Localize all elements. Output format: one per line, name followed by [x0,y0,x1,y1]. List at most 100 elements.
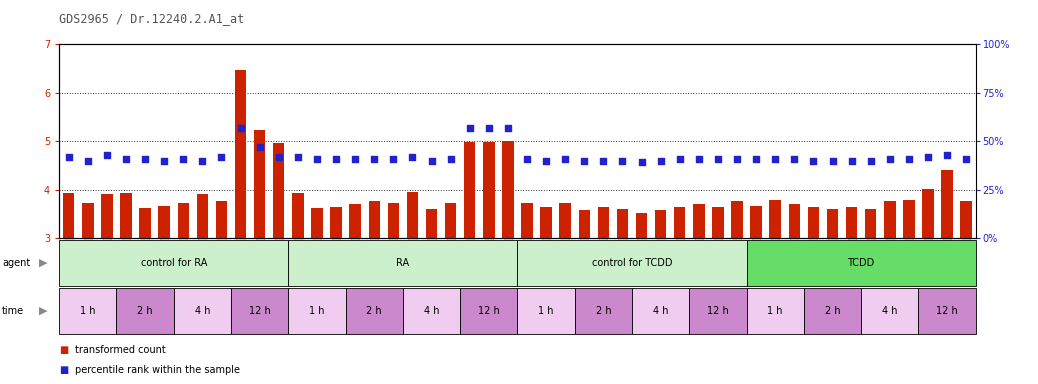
Point [786,156,802,162]
Bar [350,204,361,238]
Bar [59,288,116,334]
Point [385,156,402,162]
Bar [827,209,839,238]
Bar [407,192,418,238]
Bar [575,288,632,334]
Bar [636,213,648,238]
Point [556,156,573,162]
Bar [803,288,862,334]
Text: ▶: ▶ [39,258,48,268]
Bar [159,205,170,238]
Bar [289,288,346,334]
Bar [177,203,189,238]
Bar [689,288,746,334]
Bar [231,288,289,334]
Point [156,157,172,164]
Point [424,157,440,164]
Point [843,157,859,164]
Point [213,154,229,160]
Text: agent: agent [2,258,30,268]
Text: TCDD: TCDD [847,258,875,268]
Bar [368,201,380,238]
Bar [960,201,972,238]
Point [729,156,745,162]
Bar [116,288,173,334]
Bar [922,189,934,238]
Bar [617,209,628,238]
Text: 2 h: 2 h [137,306,153,316]
Text: percentile rank within the sample: percentile rank within the sample [75,364,240,375]
Bar [292,193,303,238]
Bar [196,194,208,238]
Point [519,156,536,162]
Text: ■: ■ [59,345,69,356]
Bar [502,141,514,238]
Bar [846,207,857,238]
Bar [769,200,781,238]
Point [958,156,975,162]
Bar [919,288,976,334]
Bar [808,207,819,238]
Point [538,157,554,164]
Bar [311,207,323,238]
Bar [464,142,475,238]
Bar [598,207,609,238]
Point [633,159,650,166]
Text: 12 h: 12 h [477,306,499,316]
Text: ■: ■ [59,364,69,375]
Point [863,157,879,164]
Bar [289,240,517,286]
Bar [732,201,743,238]
Point [251,144,268,150]
Bar [750,206,762,238]
Bar [903,200,914,238]
Point [652,157,668,164]
Text: 1 h: 1 h [309,306,325,316]
Bar [578,210,590,238]
Text: 2 h: 2 h [366,306,382,316]
Bar [655,210,666,238]
Point [308,156,325,162]
Point [499,124,516,131]
Bar [139,208,151,238]
Point [137,156,154,162]
Point [233,124,249,131]
Point [366,156,383,162]
Point [271,154,288,160]
Point [672,156,688,162]
Bar [59,240,289,286]
Bar [789,204,800,238]
Bar [865,210,876,238]
Bar [216,201,227,238]
Bar [521,203,532,238]
Point [767,156,784,162]
Bar [632,288,689,334]
Point [614,157,631,164]
Text: 4 h: 4 h [882,306,898,316]
Bar [101,194,113,238]
Text: GDS2965 / Dr.12240.2.A1_at: GDS2965 / Dr.12240.2.A1_at [59,12,244,25]
Bar [235,70,246,238]
Text: 4 h: 4 h [653,306,668,316]
Text: 1 h: 1 h [539,306,554,316]
Bar [346,288,403,334]
Point [901,156,918,162]
Bar [483,142,494,238]
Bar [63,193,75,238]
Point [99,152,115,158]
Point [347,156,363,162]
Point [404,154,420,160]
Point [805,157,822,164]
Text: 2 h: 2 h [825,306,841,316]
Text: RA: RA [397,258,409,268]
Point [290,154,306,160]
Bar [517,288,575,334]
Point [117,156,134,162]
Text: 12 h: 12 h [249,306,271,316]
Bar [517,240,746,286]
Point [881,156,898,162]
Point [462,124,479,131]
Bar [712,207,723,238]
Bar [403,288,460,334]
Bar [884,201,896,238]
